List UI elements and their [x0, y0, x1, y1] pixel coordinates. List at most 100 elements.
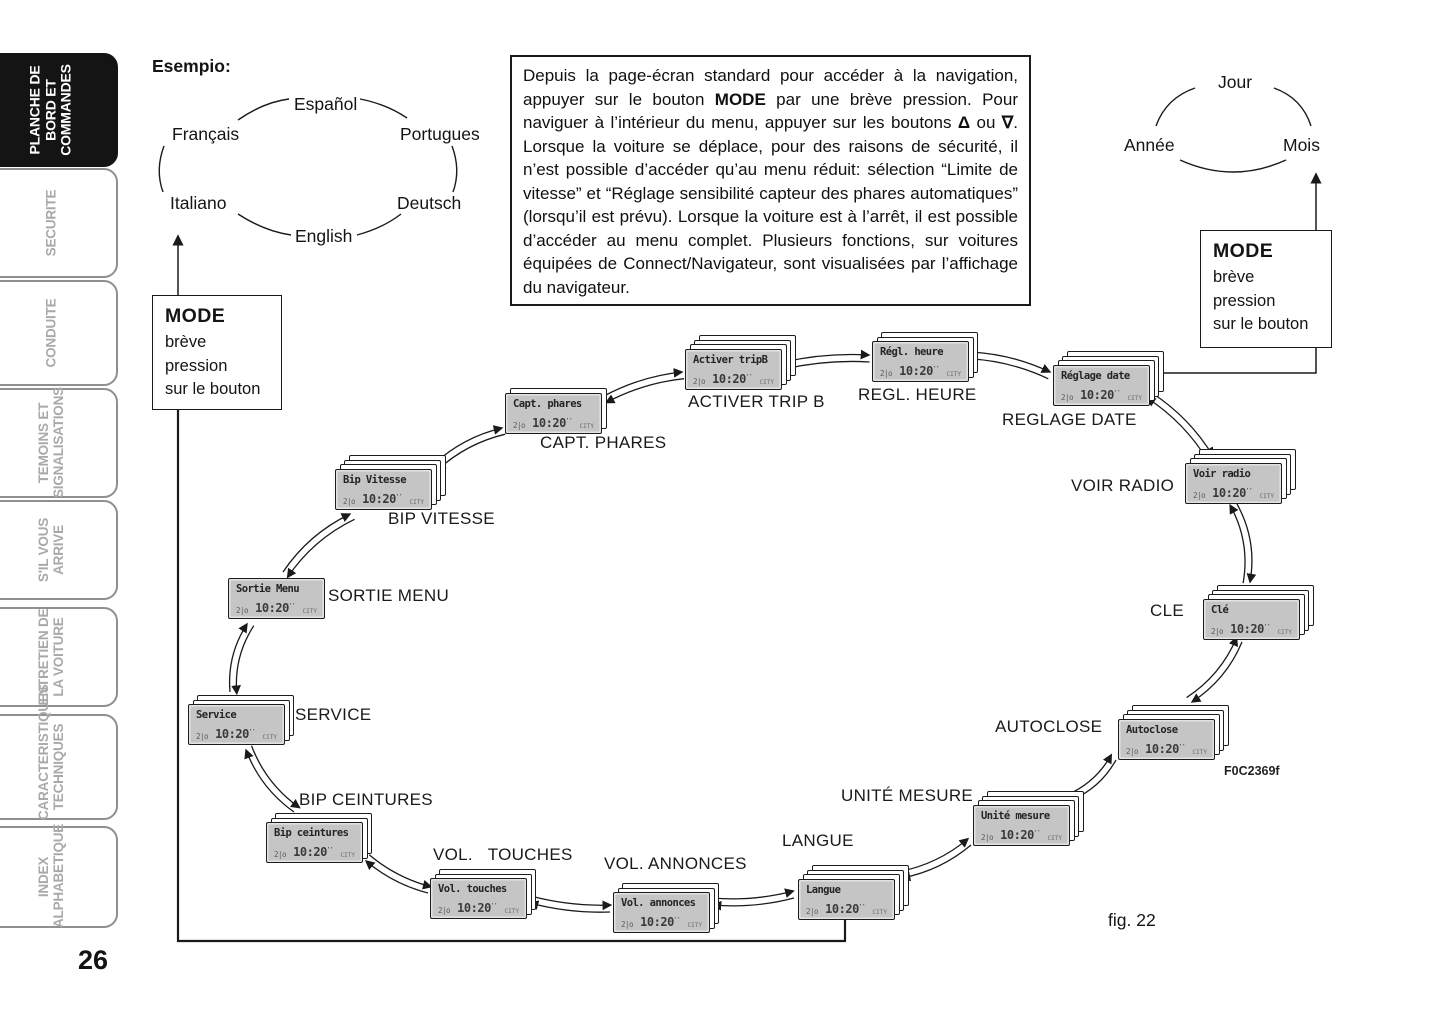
- lcd-status-row: 2|o 10:20'' CITY: [1211, 622, 1292, 636]
- lcd-temp-icon: 2|o: [343, 496, 356, 506]
- lcd-city-indicator: CITY: [1047, 834, 1062, 842]
- lcd-time: 10:20'': [215, 727, 256, 741]
- menu-cycle-arrow: [250, 745, 301, 809]
- menu-cycle-arrow: [967, 354, 1049, 380]
- lcd-time: 10:20'': [457, 901, 498, 915]
- lcd-city-indicator: CITY: [872, 908, 887, 916]
- menu-cycle-arrow: [603, 368, 684, 397]
- lcd-menu-title: Bip Vitesse: [343, 473, 407, 486]
- sidebar-tab-label: TEMOINS ET SIGNALISATIONS: [35, 387, 66, 498]
- lcd-city-indicator: CITY: [302, 608, 317, 615]
- menu-cycle-arrow: [970, 351, 1052, 373]
- lcd-temp-icon: 2|o: [196, 732, 209, 741]
- lcd-display: Réglage date 2|o 10:20'' CITY: [1053, 364, 1150, 406]
- figure-caption: fig. 22: [1108, 910, 1156, 930]
- figure-code: F0C2369f: [1224, 764, 1280, 778]
- lcd-temp-icon: 2|o: [981, 832, 994, 842]
- esempio-heading: Esempio:: [152, 56, 231, 76]
- lcd-time: 10:20'': [825, 901, 866, 916]
- lcd-temp-icon: 2|o: [513, 420, 526, 430]
- lcd-display: Clé 2|o 10:20'' CITY: [1203, 598, 1300, 640]
- lcd-status-row: 2|o 10:20'' CITY: [1126, 742, 1207, 756]
- menu-cycle-arrow: [604, 378, 685, 404]
- menu-cycle-arrow: [711, 897, 795, 911]
- lcd-time: 10:20'': [532, 415, 573, 430]
- lcd-status-row: 2|o 10:20'' CITY: [880, 364, 961, 378]
- language-espanol: Español: [294, 94, 358, 114]
- lcd-status-row: 2|o 10:20'' CITY: [1193, 486, 1274, 500]
- menu-cycle-arrow: [244, 748, 295, 813]
- screen-label-vol-annonces: VOL. ANNONCES: [604, 854, 747, 873]
- lcd-temp-icon: 2|o: [880, 369, 893, 378]
- menu-cycle-arrow: [1186, 636, 1238, 699]
- page-number: 26: [78, 945, 109, 975]
- screen-label-reglage-date: REGLAGE DATE: [1002, 410, 1137, 429]
- lcd-display: Unité mesure 2|o 10:20'' CITY: [973, 804, 1070, 846]
- lcd-status-row: 2|o 10:20'' CITY: [693, 372, 774, 386]
- sidebar-tab-label: SECURITE: [43, 189, 59, 257]
- language-english: English: [295, 226, 353, 246]
- lcd-city-indicator: CITY: [504, 908, 519, 915]
- lcd-city-indicator: CITY: [1277, 628, 1292, 636]
- lcd-temp-icon: 2|o: [1126, 746, 1139, 756]
- sidebar-tab-temoins-signalisations: TEMOINS ET SIGNALISATIONS: [0, 387, 118, 498]
- menu-cycle-arrows: [228, 349, 1257, 913]
- sidebar-tab-index-alphabetique: INDEX ALPHABETIQUE: [0, 824, 118, 928]
- lcd-temp-icon: 2|o: [1193, 490, 1206, 500]
- sidebar-tab-sil-vous-arrive: S'IL VOUS ARRIVE: [0, 500, 118, 600]
- mode-button-label: MODE: [165, 305, 226, 327]
- menu-cycle-arrow: [368, 854, 433, 890]
- lcd-display: Activer tripB 2|o 10:20'' CITY: [685, 348, 782, 390]
- lcd-status-row: 2|o 10:20'' CITY: [981, 828, 1062, 842]
- lcd-city-indicator: CITY: [409, 498, 424, 506]
- screen-label-activer-tripb: ACTIVER TRIP B: [688, 392, 825, 411]
- menu-cycle-arrow: [228, 622, 248, 693]
- screen-label-bip-vitesse: BIP VITESSE: [388, 509, 495, 528]
- menu-cycle-arrow: [1151, 392, 1214, 458]
- lcd-menu-title: Voir radio: [1193, 467, 1251, 480]
- lcd-time: 10:20'': [362, 491, 403, 506]
- lcd-time: 10:20'': [1145, 741, 1186, 756]
- lcd-temp-icon: 2|o: [621, 920, 634, 929]
- menu-cycle-arrow: [783, 360, 870, 372]
- lcd-menu-title: Régl. heure: [880, 346, 944, 358]
- date-ring-jour: Jour: [1218, 72, 1253, 92]
- mode-button-box-right: MODE brève pression sur le bouton: [1200, 230, 1332, 348]
- lcd-city-indicator: CITY: [262, 734, 277, 741]
- lcd-city-indicator: CITY: [1127, 394, 1142, 402]
- menu-cycle-arrow: [530, 895, 613, 911]
- lcd-display: Langue 2|o 10:20'' CITY: [798, 878, 895, 920]
- instruction-text: par une brève pression. Pour naviguer à …: [523, 89, 1018, 133]
- lcd-city-indicator: CITY: [340, 852, 355, 859]
- lcd-display: Bip Vitesse 2|o 10:20'' CITY: [335, 468, 432, 510]
- lcd-time: 10:20'': [899, 364, 940, 378]
- screen-label-capt-phares: CAPT. PHARES: [540, 433, 667, 452]
- lcd-menu-title: Autoclose: [1126, 723, 1178, 736]
- lcd-time: 10:20'': [712, 371, 753, 386]
- lcd-status-row: 2|o 10:20'' CITY: [1061, 388, 1142, 402]
- lcd-display: Voir radio 2|o 10:20'' CITY: [1185, 462, 1282, 504]
- screen-label-service: SERVICE: [295, 705, 372, 724]
- screen-label-cle: CLE: [1150, 601, 1184, 620]
- lcd-menu-title: Service: [196, 709, 237, 721]
- lcd-menu-title: Langue: [806, 883, 841, 896]
- sidebar-tab-label: S'IL VOUS ARRIVE: [35, 517, 66, 583]
- lcd-city-indicator: CITY: [579, 422, 594, 430]
- lcd-temp-icon: 2|o: [693, 376, 706, 386]
- screen-label-bip-ceintures: BIP CEINTURES: [299, 790, 433, 809]
- lcd-temp-icon: 2|o: [1211, 626, 1224, 636]
- screen-label-langue: LANGUE: [782, 831, 854, 850]
- lcd-status-row: 2|o 10:20'' CITY: [236, 601, 317, 615]
- screen-label-regl-heure: REGL. HEURE: [858, 385, 977, 404]
- lcd-temp-icon: 2|o: [274, 850, 287, 859]
- menu-cycle-arrow: [783, 349, 871, 363]
- date-ring-annee: Année: [1124, 135, 1175, 155]
- lcd-temp-icon: 2|o: [806, 906, 819, 916]
- sidebar-tab-conduite: CONDUITE: [0, 280, 118, 386]
- screen-label-autoclose: AUTOCLOSE: [995, 717, 1103, 736]
- screen-label-vol-touches: VOL. TOUCHES: [433, 845, 573, 864]
- lcd-time: 10:20'': [1000, 827, 1041, 842]
- instruction-bold-term: ∇: [1001, 113, 1014, 132]
- sidebar-tab-label: CARACTERISTIQUES TECHNIQUES: [35, 684, 66, 820]
- sidebar-tab-securite: SECURITE: [0, 168, 118, 278]
